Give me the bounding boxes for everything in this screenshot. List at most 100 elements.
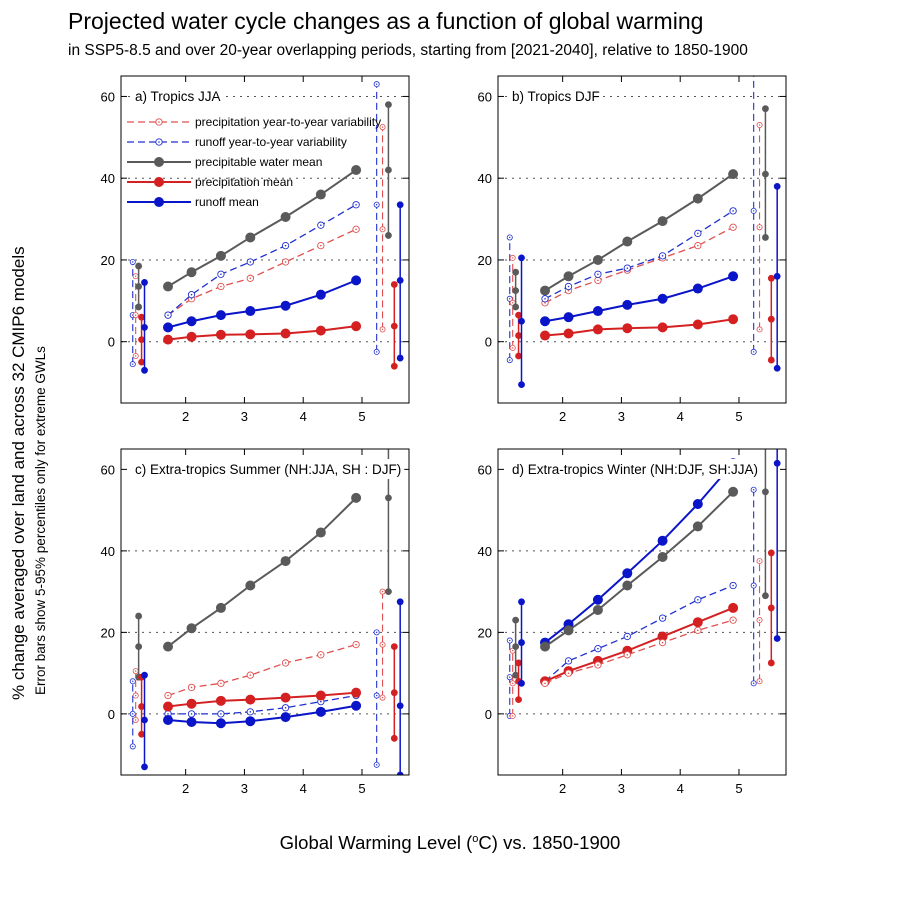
data-point-precip_var-center — [597, 279, 599, 282]
data-point-runoff_var-center — [167, 713, 169, 715]
error-bar-point-runoff_mean — [773, 364, 781, 372]
error-bar-point-center — [752, 351, 755, 353]
figure-subtitle: in SSP5-8.5 and over 20-year overlapping… — [68, 42, 748, 59]
data-point-precip_mean — [186, 698, 197, 709]
error-bar-point-center — [381, 228, 384, 230]
error-bar-point-center — [132, 745, 134, 748]
error-bar-point-center — [511, 347, 514, 349]
data-point-pw_mean — [592, 604, 603, 615]
data-point-pw_mean — [622, 236, 633, 247]
error-bar-point-runoff_mean — [141, 716, 148, 724]
series-line-precip_var — [167, 643, 357, 697]
data-point-precip_var-center — [697, 629, 699, 632]
error-bar-point-center — [381, 126, 384, 128]
error-bar-point-precip_mean — [138, 703, 145, 710]
plot-area — [506, 76, 781, 389]
data-point-pw_mean — [186, 267, 197, 278]
x-tick-label: 5 — [358, 781, 365, 796]
error-bar-point-center — [132, 713, 134, 715]
data-point-runoff_var-center — [732, 584, 734, 587]
y-tick-label: 0 — [108, 707, 115, 722]
error-bar-point-runoff_mean — [518, 381, 525, 389]
data-point-runoff_var-center — [284, 244, 287, 247]
error-bar-point-precip_mean — [138, 358, 145, 366]
data-point-runoff_mean — [692, 499, 703, 510]
error-bar-point-center — [509, 236, 511, 239]
data-point-precip_mean — [163, 334, 174, 345]
data-point-pw_mean — [657, 551, 668, 562]
data-point-precip_var-center — [320, 244, 322, 247]
data-point-runoff_var-center — [567, 285, 570, 288]
data-point-pw_mean — [592, 254, 603, 265]
error-bar-point-center — [375, 83, 378, 85]
data-point-runoff_mean — [280, 712, 291, 723]
data-point-precip_var-center — [284, 261, 287, 263]
x-tick-label: 4 — [300, 781, 307, 796]
data-point-runoff_mean — [163, 714, 174, 725]
error-bar-point-precip_mean — [767, 659, 775, 667]
error-bar-point-pw_mean — [512, 671, 520, 679]
error-bar-point-precip_mean — [515, 352, 522, 360]
data-point-runoff_var-center — [249, 261, 252, 263]
data-point-precip_mean — [692, 319, 703, 330]
x-tick-label: 3 — [618, 409, 625, 424]
error-bar-point-runoff_mean — [141, 279, 148, 286]
error-bar-point-runoff_mean — [518, 254, 525, 262]
data-point-precip_var-center — [697, 244, 699, 247]
error-bar-point-center — [381, 643, 384, 646]
y-tick-label: 0 — [108, 335, 115, 350]
data-point-runoff_mean — [280, 300, 291, 311]
x-tick-label: 2 — [182, 781, 189, 796]
data-point-runoff_mean — [163, 322, 174, 333]
data-point-precip_mean — [592, 324, 603, 335]
data-point-runoff_var-center — [284, 706, 287, 709]
error-bar-point-center — [758, 680, 761, 682]
error-bar-point-pw_mean — [385, 101, 392, 109]
y-tick-label: 40 — [478, 171, 492, 186]
x-axis-label-suffix: C) vs. 1850-1900 — [478, 832, 621, 853]
error-bar-point-center — [132, 261, 134, 263]
panel-title: d) Extra-tropics Winter (NH:DJF, SH:JJA) — [512, 462, 758, 477]
data-point-pw_mean — [163, 281, 174, 292]
data-point-precip_var-center — [567, 672, 570, 674]
error-bar-point-center — [381, 696, 384, 699]
error-bar-point-precip_mean — [767, 274, 775, 282]
data-point-runoff_mean — [592, 594, 603, 605]
data-point-precip_var-center — [220, 285, 222, 288]
panel-frame — [120, 75, 410, 404]
data-point-pw_mean — [692, 521, 703, 532]
data-point-runoff_var-center — [597, 647, 599, 650]
data-point-pw_mean — [215, 250, 226, 261]
data-point-runoff_mean — [563, 312, 574, 323]
error-bar-point-center — [134, 314, 137, 316]
y-tick-label: 0 — [485, 707, 492, 722]
data-point-precip_var-center — [355, 643, 357, 646]
data-point-pw_mean — [215, 602, 226, 613]
error-bar-point-runoff_mean — [773, 459, 781, 467]
error-bar-point-pw_mean — [512, 643, 520, 651]
error-bar-point-runoff_mean — [773, 182, 781, 190]
panel-frame — [497, 448, 787, 776]
y-tick-label: 60 — [478, 89, 492, 104]
data-point-runoff_mean — [622, 299, 633, 310]
error-bar-point-center — [134, 670, 137, 672]
y-tick-label: 20 — [101, 625, 115, 640]
series-line-runoff_mean — [544, 275, 734, 323]
error-bar-point-precip_mean — [138, 313, 145, 321]
error-bar-point-pw_mean — [512, 287, 520, 294]
legend-label-precip_var: precipitation year-to-year variability — [195, 115, 381, 129]
error-bar-point-precip_mean — [515, 659, 522, 667]
error-bar-point-center — [758, 560, 761, 562]
data-point-precip_var-center — [732, 226, 734, 229]
data-point-runoff_mean — [622, 568, 633, 579]
error-bar-point-pw_mean — [512, 268, 520, 276]
error-bar-point-pw_mean — [135, 283, 143, 290]
error-bar-point-runoff_mean — [518, 598, 525, 606]
data-point-precip_var-center — [249, 277, 252, 280]
x-tick-label: 2 — [182, 409, 189, 424]
data-point-pw_mean — [728, 169, 739, 180]
data-point-runoff_var-center — [190, 713, 193, 715]
error-bar-point-center — [375, 631, 378, 634]
data-point-runoff_var-center — [661, 617, 664, 619]
error-bar-point-center — [752, 584, 755, 587]
